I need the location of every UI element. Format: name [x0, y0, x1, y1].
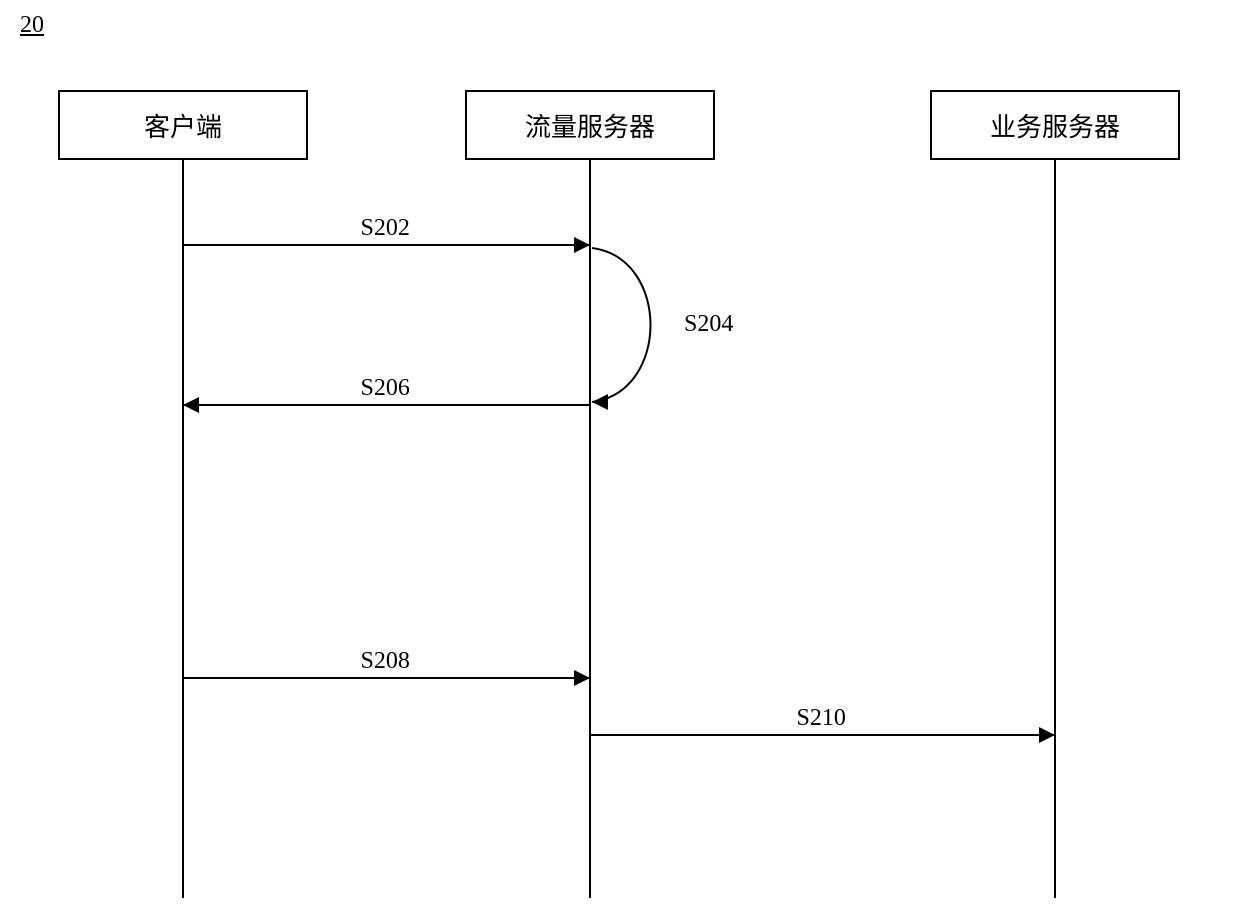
message-line-s208	[183, 677, 590, 679]
self-message-s204	[590, 238, 690, 412]
arrow-right-icon	[1039, 727, 1055, 743]
message-label-s204: S204	[680, 311, 737, 338]
lifeline-client	[182, 160, 184, 898]
participant-label: 流量服务器	[525, 107, 655, 144]
message-line-s202	[183, 244, 590, 246]
arrow-right-icon	[574, 670, 590, 686]
message-label-s202: S202	[357, 215, 414, 242]
participant-biz: 业务服务器	[930, 90, 1180, 160]
arrow-right-icon	[574, 237, 590, 253]
participant-traffic: 流量服务器	[465, 90, 715, 160]
message-label-s210: S210	[793, 705, 850, 732]
participant-client: 客户端	[58, 90, 308, 160]
message-line-s206	[183, 404, 590, 406]
participant-label: 业务服务器	[990, 107, 1120, 144]
participant-label: 客户端	[144, 107, 222, 144]
message-line-s210	[590, 734, 1055, 736]
arrow-left-icon	[592, 394, 608, 410]
message-label-s206: S206	[357, 375, 414, 402]
diagram-number: 20	[20, 12, 44, 39]
message-label-s208: S208	[357, 648, 414, 675]
arrow-left-icon	[183, 397, 199, 413]
lifeline-biz	[1054, 160, 1056, 898]
